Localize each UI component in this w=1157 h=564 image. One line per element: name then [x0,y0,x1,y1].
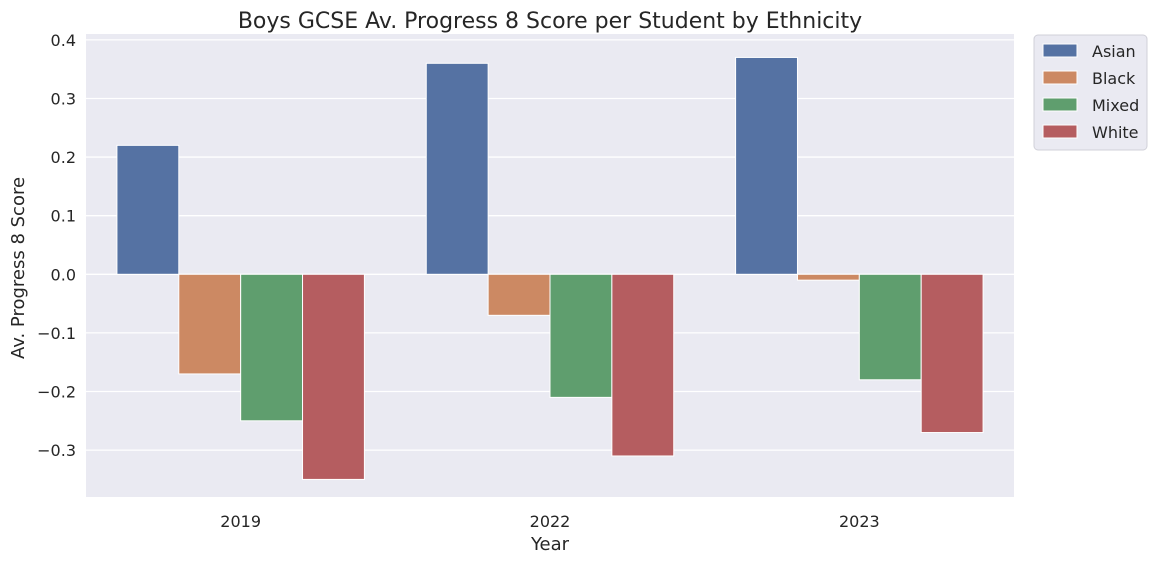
bar-white-2023 [920,273,984,434]
bars [116,56,984,480]
bar-white-2019 [302,273,365,480]
y-tick-label: −0.3 [37,441,76,460]
bar-asian-2022 [425,62,489,275]
x-tick-label: 2023 [839,512,880,531]
bar-asian-2019 [116,144,180,275]
bar-asian-2023 [735,56,798,275]
bar-mixed-2023 [858,273,922,381]
legend-swatch-asian [1042,43,1078,58]
legend-swatch-mixed [1042,97,1078,112]
y-tick-label: 0.4 [51,31,76,50]
y-tick-label: 0.1 [51,207,76,226]
legend-label-asian: Asian [1092,42,1136,61]
bar-mixed-2019 [240,273,304,422]
bar-black-2023 [796,273,860,281]
x-tick-labels: 2019 2022 2023 [220,512,879,531]
bar-white-2022 [611,273,675,457]
y-tick-labels: 0.4 0.3 0.2 0.1 0.0 −0.1 −0.2 −0.3 [37,31,76,460]
legend-swatch-black [1042,70,1078,85]
legend-box [1033,34,1148,151]
x-tick-label: 2019 [220,512,261,531]
bar-black-2019 [178,273,242,375]
y-tick-label: 0.0 [51,265,76,284]
x-tick-label: 2022 [530,512,571,531]
chart-title: Boys GCSE Av. Progress 8 Score per Stude… [238,9,862,34]
y-tick-label: −0.2 [37,383,76,402]
legend-label-black: Black [1092,69,1136,88]
x-axis-label: Year [530,534,570,555]
y-tick-label: 0.3 [51,89,76,108]
y-tick-label: −0.1 [37,324,76,343]
legend-label-mixed: Mixed [1092,96,1139,115]
legend: Asian Black Mixed White [1033,34,1148,151]
bar-mixed-2022 [549,273,613,398]
y-axis-label: Av. Progress 8 Score [8,177,29,359]
y-tick-label: 0.2 [51,148,76,167]
legend-swatch-white [1042,124,1078,139]
bar-black-2022 [487,273,551,316]
legend-label-white: White [1092,123,1139,142]
plot-area [86,34,1014,497]
